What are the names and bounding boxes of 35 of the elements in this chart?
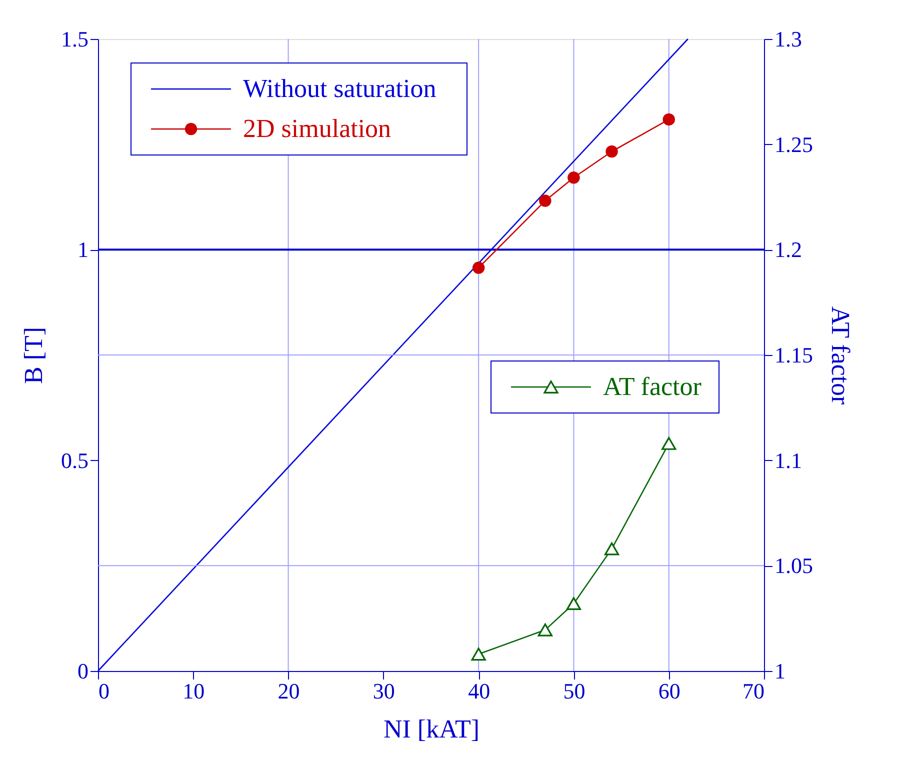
x-tick-label: 70 [742, 678, 764, 704]
x-axis-title: NI [kAT] [383, 714, 480, 744]
legend-label: 2D simulation [243, 114, 392, 143]
point [662, 437, 676, 450]
y-tick-label: 0.5 [61, 448, 88, 473]
point [568, 172, 580, 184]
point [662, 113, 675, 126]
y2-tick-label: 1.15 [774, 342, 813, 368]
point [538, 623, 552, 636]
point [472, 262, 485, 274]
point [539, 194, 552, 207]
x-tick-label: 60 [658, 678, 680, 704]
y2-tick-label: 1 [774, 658, 786, 684]
x-tick-label: 30 [372, 678, 395, 704]
y-axis-title: B [T] [19, 326, 48, 384]
point [566, 597, 582, 610]
x-tick-label: 40 [468, 678, 490, 704]
legend-label: Without saturation [243, 74, 436, 103]
point [606, 145, 618, 158]
x-tick-label: 10 [182, 678, 205, 704]
y2-tick-label: 1.2 [774, 237, 802, 262]
x-tick-label: 0 [98, 678, 110, 704]
y2-tick-label: 1.25 [774, 132, 813, 157]
legend-label: AT factor [603, 372, 702, 401]
y2-tick-label: 1.05 [774, 553, 813, 578]
point [604, 542, 620, 556]
y2-tick-label: 1.1 [774, 448, 802, 473]
x-tick-label: 20 [278, 678, 300, 704]
x-tick-label: 50 [563, 678, 586, 704]
y2-axis-title: AT factor [826, 306, 855, 406]
y-tick-label: 1 [78, 237, 88, 262]
y-tick-label: 1.5 [61, 26, 88, 52]
y-tick-label: 0 [78, 658, 88, 684]
point [471, 648, 486, 661]
y2-tick-label: 1.3 [774, 26, 802, 52]
